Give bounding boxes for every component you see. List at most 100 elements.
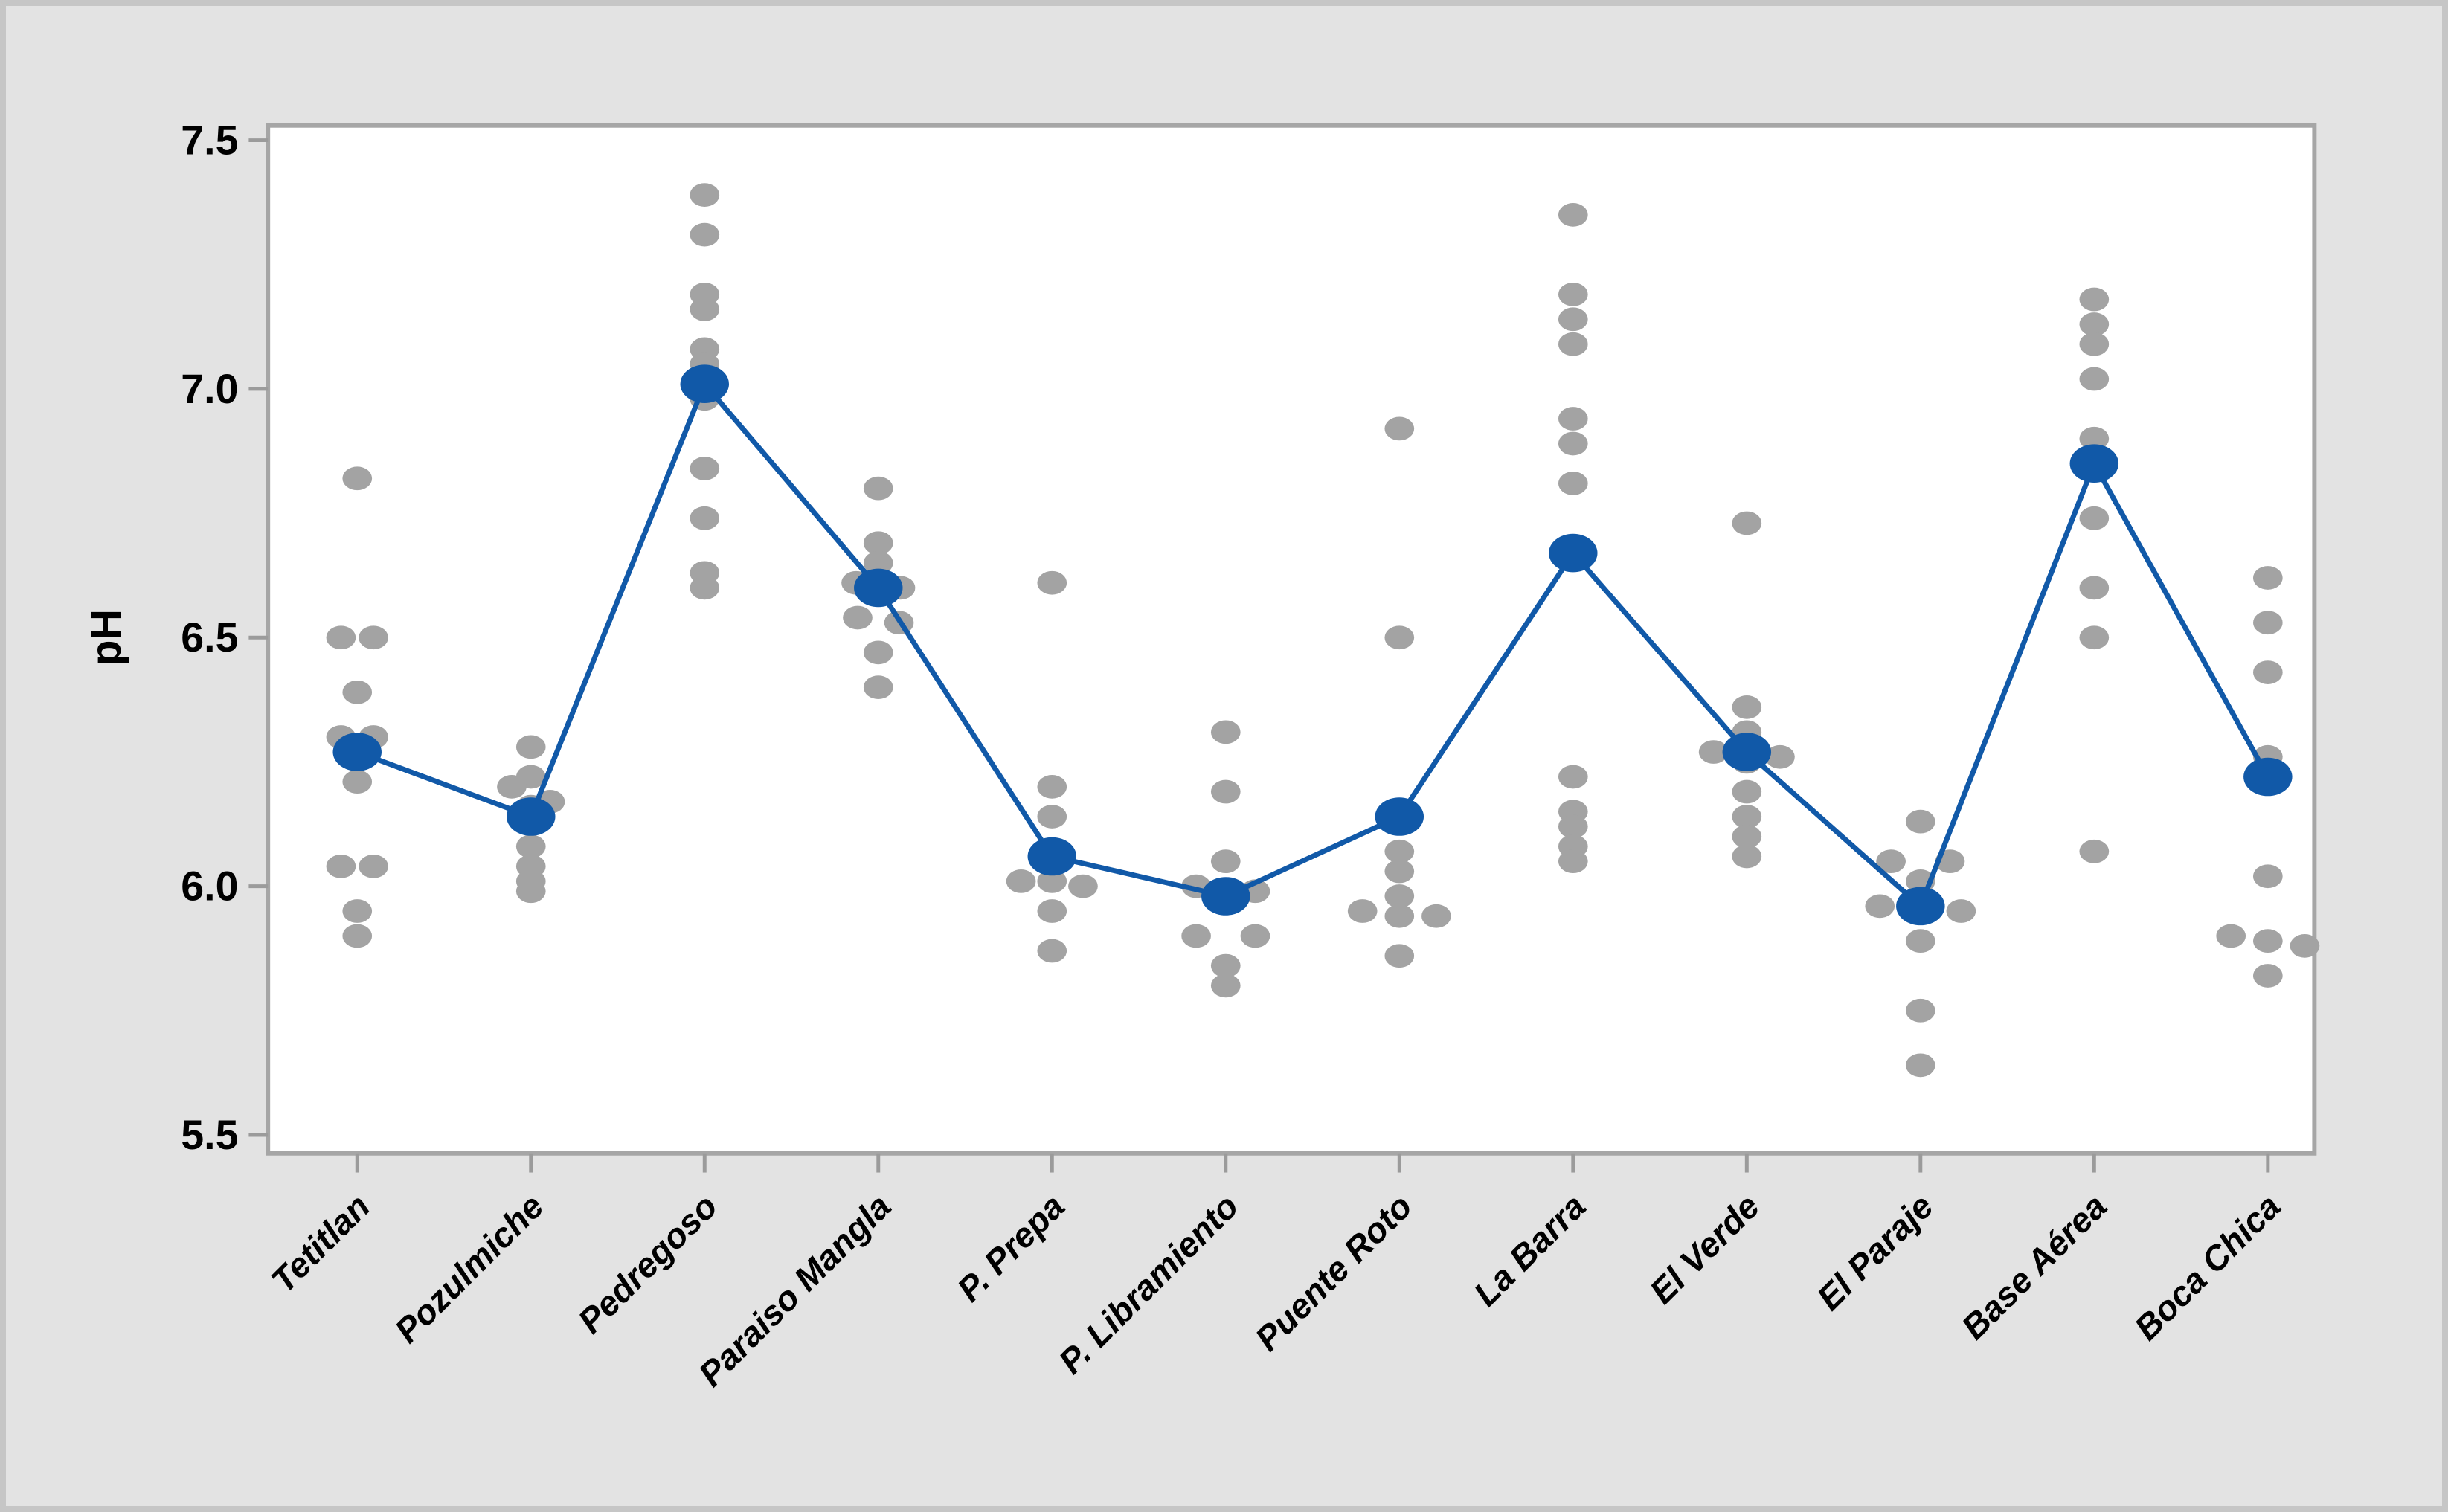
data-point xyxy=(1006,869,1036,893)
data-point xyxy=(1905,1053,1935,1078)
data-point xyxy=(2079,839,2110,863)
data-point xyxy=(2252,864,2283,889)
data-point xyxy=(1905,998,1935,1023)
data-point xyxy=(1765,744,1795,769)
data-point xyxy=(690,457,720,480)
mean-marker xyxy=(1201,877,1250,916)
data-point xyxy=(359,625,388,650)
mean-marker xyxy=(1027,837,1077,876)
data-point xyxy=(2252,964,2283,988)
data-point xyxy=(2252,566,2283,590)
data-point xyxy=(515,879,546,904)
chart-canvas: 7.5 7.0 6.5 6.0 5.5 Tetitlan Pozulmiche Pedrego… xyxy=(83,117,2320,1394)
data-point xyxy=(690,183,720,207)
data-point xyxy=(1384,944,1415,968)
data-point xyxy=(1558,814,1588,839)
y-tick-label: 6.5 xyxy=(181,614,238,660)
y-tick-label: 7.0 xyxy=(181,366,238,412)
data-point xyxy=(1384,625,1415,650)
data-point xyxy=(1558,307,1588,332)
data-point xyxy=(1384,839,1415,863)
data-point xyxy=(1181,924,1211,948)
data-point xyxy=(1037,939,1067,963)
data-point xyxy=(359,854,388,878)
data-point xyxy=(1905,929,1935,953)
data-point xyxy=(1210,974,1241,998)
data-point xyxy=(1210,953,1241,978)
data-point xyxy=(515,834,546,858)
data-point xyxy=(1558,849,1588,874)
data-point xyxy=(2079,287,2110,312)
data-point xyxy=(863,640,893,665)
data-point xyxy=(2079,426,2110,451)
data-point xyxy=(1558,407,1588,431)
data-point xyxy=(2216,924,2246,948)
data-point xyxy=(1865,894,1895,919)
data-point xyxy=(342,770,373,794)
data-point xyxy=(515,735,546,759)
x-category-label: P. Prepa xyxy=(950,1186,1072,1308)
data-point xyxy=(1558,282,1588,306)
data-point xyxy=(1384,884,1415,908)
data-point xyxy=(1210,720,1241,744)
x-category-label: P. Libramiento xyxy=(1051,1186,1246,1381)
data-point xyxy=(1384,416,1415,441)
y-tick-label: 6.0 xyxy=(181,863,238,909)
data-point xyxy=(1876,849,1906,874)
x-category-label: Tetitlan xyxy=(263,1186,377,1300)
data-point xyxy=(843,605,873,630)
data-point xyxy=(1384,859,1415,884)
data-point xyxy=(2079,367,2110,391)
data-point xyxy=(497,774,527,799)
data-point xyxy=(342,466,373,491)
mean-marker xyxy=(2069,444,2119,483)
x-category-label: Boca Chica xyxy=(2127,1186,2287,1347)
data-point xyxy=(863,551,893,575)
data-point xyxy=(863,675,893,700)
data-point xyxy=(2252,660,2283,684)
data-point xyxy=(1558,765,1588,789)
data-point xyxy=(1384,904,1415,928)
data-point xyxy=(2079,625,2110,650)
mean-marker xyxy=(332,733,382,771)
data-point xyxy=(1732,824,1762,849)
data-point xyxy=(1698,740,1729,764)
data-point xyxy=(1210,849,1241,874)
data-point xyxy=(1037,570,1067,595)
data-point xyxy=(1732,695,1762,719)
x-category-label: La Barra xyxy=(1466,1186,1593,1313)
x-category-label: El Verde xyxy=(1642,1186,1767,1310)
mean-marker xyxy=(1722,733,1772,771)
plot-area xyxy=(266,123,2317,1156)
data-point xyxy=(342,680,373,704)
data-point xyxy=(690,222,720,247)
data-point xyxy=(1347,899,1378,923)
data-point xyxy=(1905,809,1935,834)
data-point xyxy=(863,531,893,556)
data-point xyxy=(2079,312,2110,336)
mean-marker xyxy=(1549,533,1598,573)
y-tick-label: 5.5 xyxy=(181,1112,238,1158)
data-point xyxy=(1732,779,1762,804)
data-point xyxy=(1558,431,1588,456)
mean-marker xyxy=(854,568,903,608)
mean-marker xyxy=(2243,757,2293,797)
data-point xyxy=(2252,929,2283,953)
mean-marker xyxy=(1896,887,1945,926)
data-point xyxy=(690,576,720,600)
data-point xyxy=(1558,472,1588,495)
data-point xyxy=(1037,774,1067,799)
data-point xyxy=(863,476,893,501)
data-point xyxy=(2290,933,2320,958)
data-point xyxy=(1558,202,1588,227)
data-point xyxy=(1946,899,1976,923)
data-point xyxy=(2079,332,2110,356)
data-point xyxy=(1068,874,1098,898)
data-point xyxy=(1037,869,1067,893)
data-point xyxy=(2079,576,2110,600)
data-point xyxy=(326,625,356,650)
data-point xyxy=(1421,904,1451,928)
data-point xyxy=(690,297,720,321)
data-point xyxy=(1037,899,1067,923)
